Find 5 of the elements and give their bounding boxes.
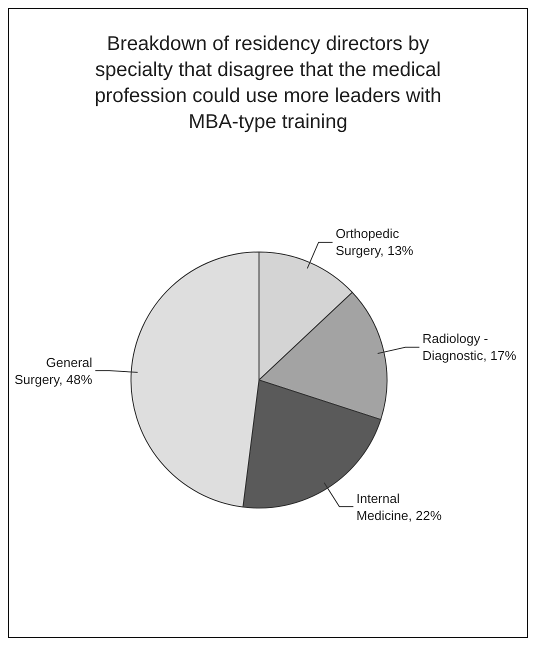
chart-title: Breakdown of residency directors by specialty that disagree that the medical profession could use more leaders with MBA-type training [94,32,442,135]
slice-label: Radiology - Diagnostic, 17% [422,330,516,364]
slice-label: General Surgery, 48% [14,354,92,388]
slice-label: Orthopedic Surgery, 13% [336,225,414,260]
slice-label: Internal Medicine, 22% [356,490,442,524]
